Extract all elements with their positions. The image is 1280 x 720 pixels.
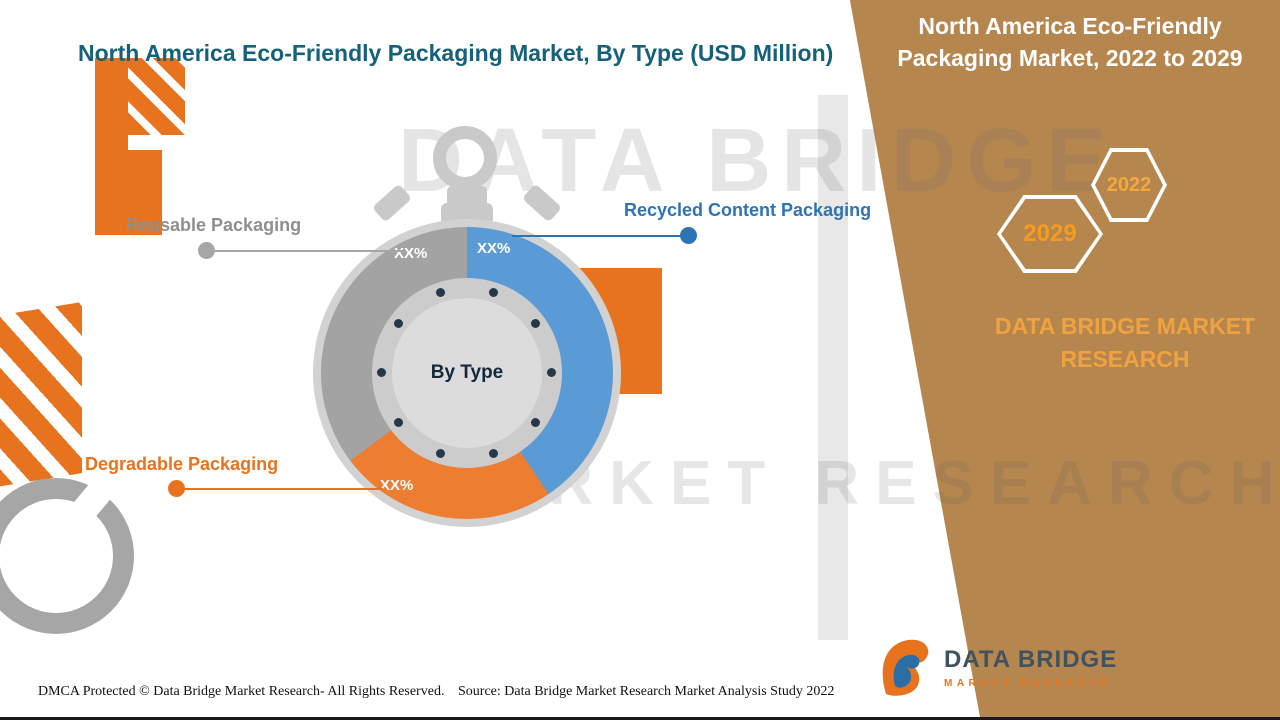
- brand-text: DATA BRIDGE MARKET RESEARCH: [985, 310, 1265, 377]
- decor-orange-bar: [95, 58, 128, 235]
- brand-text-line2: RESEARCH: [1060, 346, 1190, 373]
- footer-dmca: DMCA Protected © Data Bridge Market Rese…: [38, 684, 445, 699]
- tick-dot: [547, 368, 556, 377]
- percent-label-reusable: XX%: [394, 245, 428, 262]
- tick-dot: [489, 449, 498, 458]
- tick-dot: [531, 319, 540, 328]
- tick-dot: [377, 368, 386, 377]
- page-title: North America Eco-Friendly Packaging Mar…: [78, 40, 834, 66]
- year-2029-label: 2029: [1023, 220, 1077, 247]
- decor-orange-striped-square: [128, 58, 185, 135]
- dbmr-logo: DATA BRIDGE MARKET RESEARCH: [876, 636, 1117, 698]
- leader-dot-degradable: [168, 480, 185, 497]
- segment-label-reusable: Reusable Packaging: [126, 215, 302, 235]
- donut-center: By Type: [392, 298, 542, 448]
- percent-label-recycled: XX%: [477, 240, 511, 257]
- stopwatch-button-left: [371, 183, 413, 223]
- segment-label-degradable: Degradable Packaging: [85, 454, 279, 474]
- percent-label-degradable: XX%: [380, 477, 414, 494]
- tick-dot: [394, 319, 403, 328]
- logo-texts: DATA BRIDGE MARKET RESEARCH: [944, 636, 1117, 689]
- leader-dot-recycled: [680, 227, 697, 244]
- tick-dot: [531, 418, 540, 427]
- stopwatch-crown-ring: [433, 126, 497, 190]
- banner-title: North America Eco-Friendly Packaging Mar…: [880, 10, 1260, 74]
- tick-dot: [394, 418, 403, 427]
- banner-title-line2: Packaging Market, 2022 to 2029: [897, 45, 1243, 72]
- dbmr-logo-icon: [882, 639, 929, 696]
- tick-dot: [436, 449, 445, 458]
- decor-diagonal-stripes: [0, 302, 82, 488]
- decor-orange-block-small: [128, 150, 162, 235]
- tick-dot: [489, 288, 498, 297]
- leader-line-reusable: [207, 250, 403, 252]
- leader-line-recycled: [512, 235, 688, 237]
- chart-center-label: By Type: [430, 362, 504, 383]
- logo-subtitle: MARKET RESEARCH: [944, 678, 1114, 689]
- hexagon-2022-fill: [1095, 152, 1163, 218]
- bottom-rule: [0, 717, 1280, 720]
- leader-dot-reusable: [198, 242, 215, 259]
- brand-text-line1: DATA BRIDGE MARKET: [994, 313, 1256, 339]
- logo-title: DATA BRIDGE: [944, 646, 1118, 673]
- stopwatch-button-right: [521, 183, 563, 223]
- segment-label-recycled: Recycled Content Packaging: [624, 200, 872, 220]
- footer-source: Source: Data Bridge Market Research Mark…: [458, 684, 835, 699]
- tick-dot: [436, 288, 445, 297]
- leader-line-degradable: [177, 488, 383, 490]
- banner-title-line1: North America Eco-Friendly: [918, 13, 1222, 39]
- year-2022-label: 2022: [1106, 173, 1152, 196]
- decor-vertical-band: [818, 95, 848, 640]
